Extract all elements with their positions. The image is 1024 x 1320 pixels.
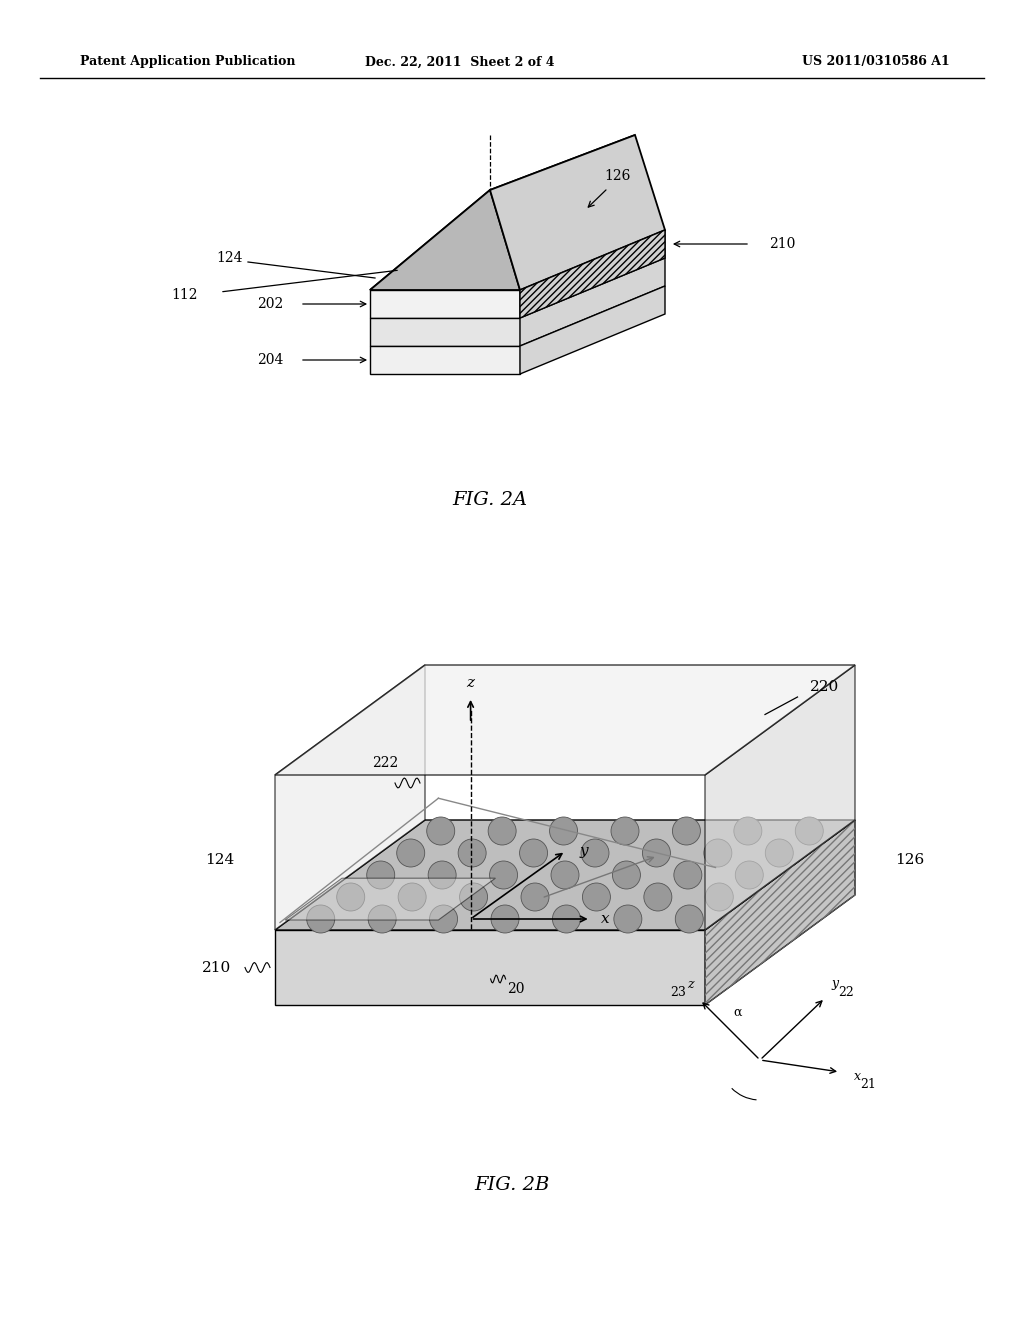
Text: y: y (831, 978, 839, 990)
Circle shape (583, 883, 610, 911)
Polygon shape (520, 286, 665, 374)
Polygon shape (275, 665, 425, 931)
Circle shape (703, 840, 732, 867)
Circle shape (612, 861, 640, 888)
Circle shape (369, 906, 396, 933)
Polygon shape (490, 135, 665, 290)
Circle shape (427, 817, 455, 845)
Text: y: y (580, 843, 588, 858)
Text: 21: 21 (860, 1077, 876, 1090)
Circle shape (428, 861, 456, 888)
Text: 210: 210 (203, 961, 231, 974)
Polygon shape (285, 878, 496, 920)
Circle shape (489, 861, 517, 888)
Polygon shape (370, 290, 520, 318)
Polygon shape (520, 230, 665, 318)
Text: 222: 222 (372, 756, 398, 770)
Polygon shape (520, 257, 665, 346)
Text: 112: 112 (172, 288, 199, 302)
Text: 22: 22 (838, 986, 854, 998)
Polygon shape (370, 346, 520, 374)
Text: x: x (601, 912, 610, 927)
Text: FIG. 2B: FIG. 2B (474, 1176, 550, 1195)
Circle shape (706, 883, 733, 911)
Circle shape (396, 840, 425, 867)
Text: 220: 220 (810, 680, 840, 694)
Circle shape (367, 861, 394, 888)
Circle shape (796, 817, 823, 845)
Text: FIG. 2A: FIG. 2A (453, 491, 527, 510)
Circle shape (430, 906, 458, 933)
Circle shape (490, 906, 519, 933)
Circle shape (307, 906, 335, 933)
Circle shape (673, 817, 700, 845)
Polygon shape (275, 931, 705, 1005)
Text: 124: 124 (206, 853, 234, 867)
Text: z: z (687, 978, 693, 990)
Polygon shape (705, 665, 855, 931)
Circle shape (644, 883, 672, 911)
Circle shape (551, 861, 579, 888)
Circle shape (458, 840, 486, 867)
Text: 126: 126 (605, 169, 631, 183)
Polygon shape (520, 230, 665, 318)
Circle shape (337, 883, 365, 911)
Circle shape (674, 861, 701, 888)
Circle shape (398, 883, 426, 911)
Text: 124: 124 (217, 251, 244, 265)
Circle shape (550, 817, 578, 845)
Circle shape (552, 906, 581, 933)
Text: x: x (853, 1069, 860, 1082)
Text: α: α (734, 1006, 742, 1019)
Polygon shape (370, 135, 635, 290)
Circle shape (581, 840, 609, 867)
Circle shape (642, 840, 671, 867)
Circle shape (735, 861, 763, 888)
Circle shape (765, 840, 794, 867)
Circle shape (734, 817, 762, 845)
Text: 20: 20 (507, 982, 524, 997)
Text: Dec. 22, 2011  Sheet 2 of 4: Dec. 22, 2011 Sheet 2 of 4 (366, 55, 555, 69)
Text: Patent Application Publication: Patent Application Publication (80, 55, 296, 69)
Circle shape (611, 817, 639, 845)
Polygon shape (370, 318, 520, 346)
Polygon shape (275, 820, 855, 931)
Circle shape (488, 817, 516, 845)
Text: z: z (467, 676, 474, 690)
Text: 202: 202 (257, 297, 283, 312)
Circle shape (460, 883, 487, 911)
Text: US 2011/0310586 A1: US 2011/0310586 A1 (802, 55, 950, 69)
Text: 23: 23 (670, 986, 686, 998)
Text: 204: 204 (257, 352, 284, 367)
Circle shape (521, 883, 549, 911)
Polygon shape (275, 665, 855, 775)
Text: 210: 210 (769, 238, 796, 251)
Circle shape (675, 906, 703, 933)
Circle shape (519, 840, 548, 867)
Text: 126: 126 (895, 853, 925, 867)
Polygon shape (370, 230, 665, 290)
Polygon shape (705, 820, 855, 1005)
Polygon shape (370, 190, 520, 290)
Circle shape (613, 906, 642, 933)
